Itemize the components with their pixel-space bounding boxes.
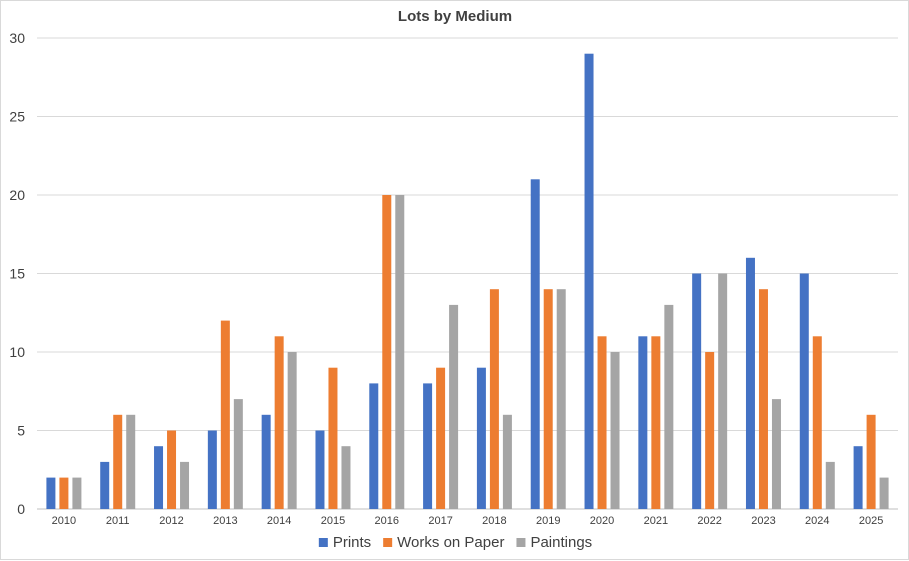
y-tick-label: 5 [17,423,25,439]
bar-works-on-paper-2013 [220,320,230,509]
bar-prints-2016 [369,383,379,509]
bar-prints-2015 [315,430,325,509]
bar-works-on-paper-2019 [543,289,553,509]
x-tick-label: 2025 [859,515,883,527]
bar-paintings-2018 [502,414,512,509]
x-tick-label: 2010 [52,515,76,527]
bar-prints-2020 [584,53,594,509]
y-tick-label: 0 [17,501,25,517]
bar-paintings-2025 [879,477,889,509]
bar-paintings-2023 [771,399,781,509]
bar-works-on-paper-2018 [489,289,499,509]
legend-label: Prints [333,534,371,551]
x-tick-label: 2015 [321,515,345,527]
y-tick-label: 10 [9,344,25,360]
bar-prints-2012 [154,446,164,509]
y-tick-label: 15 [9,266,25,282]
x-axis-ticks: 2010 2011 2012 2013 2014 2015 2016 2017 2018 2019… [52,515,884,527]
bar-works-on-paper-2014 [274,336,284,509]
bar-prints-2018 [476,367,486,509]
bar-works-on-paper-2010 [59,477,69,509]
x-tick-label: 2014 [267,515,291,527]
bar-paintings-2016 [395,195,405,509]
bar-prints-2023 [745,257,755,509]
x-tick-label: 2018 [482,515,506,527]
x-tick-label: 2017 [428,515,452,527]
bar-paintings-2010 [72,477,82,509]
bar-paintings-2019 [556,289,566,509]
x-tick-label: 2011 [106,515,130,527]
bar-paintings-2015 [341,446,351,509]
bars [46,53,889,510]
bar-works-on-paper-2016 [382,195,392,509]
bar-works-on-paper-2020 [597,336,607,509]
x-tick-label: 2023 [751,515,775,527]
legend-swatch [318,538,328,547]
bar-works-on-paper-2011 [113,414,123,509]
bar-paintings-2011 [126,414,136,509]
x-tick-label: 2024 [805,515,829,527]
bar-prints-2011 [100,461,110,509]
x-tick-label: 2020 [590,515,614,527]
bar-works-on-paper-2025 [866,414,876,509]
bar-paintings-2012 [180,461,190,509]
y-tick-label: 25 [9,109,25,125]
bar-paintings-2022 [718,273,728,509]
bar-prints-2019 [530,179,540,510]
bar-works-on-paper-2012 [167,430,177,509]
bar-prints-2021 [638,336,648,509]
legend-label: Works on Paper [397,534,504,551]
x-tick-label: 2022 [697,515,721,527]
bar-prints-2024 [799,273,809,509]
bar-prints-2010 [46,477,56,509]
bar-paintings-2013 [233,399,243,509]
x-tick-label: 2012 [159,515,183,527]
bar-prints-2014 [261,414,271,509]
gridlines [37,37,898,510]
x-tick-label: 2013 [213,515,237,527]
legend-swatch [383,538,393,547]
x-tick-label: 2019 [536,515,560,527]
legend-swatch [516,538,526,547]
legend: Prints Works on Paper Paintings [318,534,592,551]
bar-paintings-2014 [287,352,297,509]
bar-works-on-paper-2015 [328,367,338,509]
x-tick-label: 2016 [375,515,399,527]
bar-works-on-paper-2023 [758,289,768,509]
legend-label: Paintings [530,534,592,551]
x-tick-label: 2021 [644,515,668,527]
y-axis-ticks: 0 5 10 15 20 25 30 [9,30,25,517]
bar-paintings-2021 [664,304,674,509]
bar-works-on-paper-2022 [705,352,715,509]
bar-works-on-paper-2021 [651,336,661,509]
y-tick-label: 30 [9,30,25,46]
bar-paintings-2024 [825,461,835,509]
bar-prints-2013 [207,430,217,509]
bar-works-on-paper-2017 [436,367,446,509]
bar-paintings-2020 [610,352,620,509]
bar-prints-2025 [853,446,863,509]
bar-prints-2022 [692,273,702,509]
bar-prints-2017 [423,383,433,509]
bar-works-on-paper-2024 [812,336,822,509]
y-tick-label: 20 [9,187,25,203]
chart-title: Lots by Medium [398,8,512,25]
bar-paintings-2017 [449,304,459,509]
